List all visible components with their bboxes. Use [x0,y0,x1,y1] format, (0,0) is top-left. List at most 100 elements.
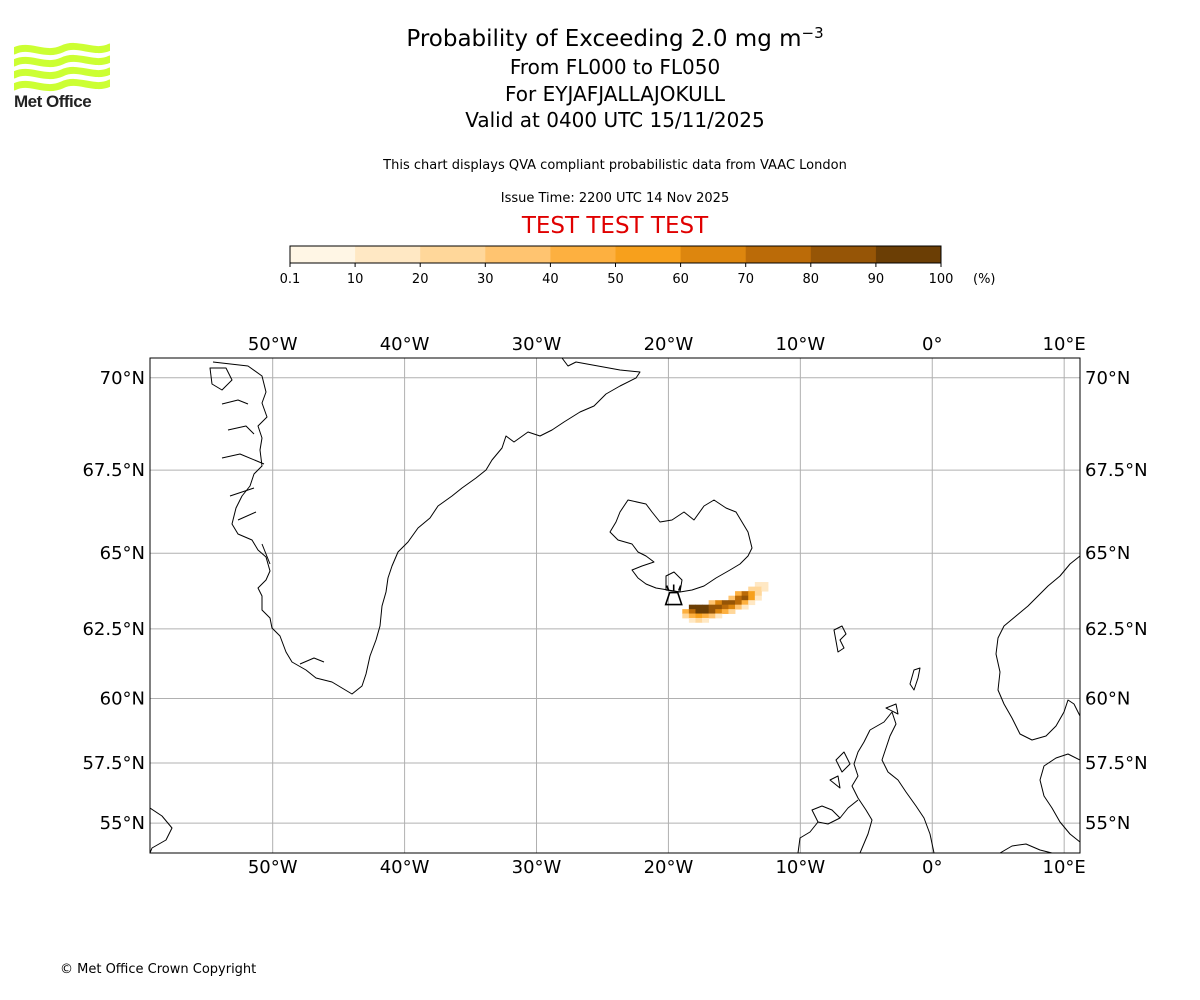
colorbar-swatch [290,246,356,263]
coastline-greenland-island [209,367,233,391]
longitude-label: 30°W [512,334,562,355]
ash-probability-cell [735,600,743,606]
colorbar-swatch [875,246,942,263]
ash-probability-cell [702,613,710,619]
colorbar-tick-label: 30 [477,272,494,287]
colorbar-tick-label: 40 [542,272,559,287]
coastline-greenland [212,358,641,695]
latitude-label: 60°N [1085,688,1130,709]
ash-probability-cell [721,604,729,610]
ash-probability-cell [735,604,743,610]
volcano-symbol [664,584,683,606]
ash-probability-cell [735,591,743,597]
ash-probability-cell [695,613,703,619]
ash-probability-cell [721,609,729,614]
coastline-shetland [909,667,921,691]
test-banner: TEST TEST TEST [521,213,709,239]
volcano-marker-outline [665,571,683,593]
longitude-label: 30°W [512,857,562,878]
ash-probability-cell [748,600,756,606]
copyright: © Met Office Crown Copyright [60,962,257,977]
ash-probability-cell [748,595,756,601]
ash-probability-cell [688,613,696,619]
longitude-label: 0° [922,857,942,878]
colorbar-swatch [745,246,812,263]
coastline-greenland-fjords [221,399,325,665]
latitude-label: 70°N [1085,368,1130,389]
logo-wave [14,54,110,68]
ash-probability-cell [761,586,769,592]
ash-probability-cell [754,582,762,588]
coastline-faroe [833,625,847,653]
volcano-cone [664,591,683,606]
ash-probability-cell [695,617,703,623]
issue-time: Issue Time: 2200 UTC 14 Nov 2025 [500,191,730,206]
ash-probability-cell [735,595,743,601]
ash-probability-cell [754,595,762,601]
ash-probability-cell [741,591,749,597]
valid-time: Valid at 0400 UTC 15/11/2025 [465,108,765,132]
ash-probability-cell [728,609,736,614]
ash-probability-cell [728,595,736,601]
colorbar-unit: (%) [973,272,996,287]
colorbar-tick-label: 50 [607,272,624,287]
ash-probability-cell [748,591,756,597]
ash-probability-cell [761,582,769,588]
ash-probability-cell [741,604,749,610]
longitude-label: 20°W [644,334,694,355]
ash-probability-cell [754,586,762,592]
ash-probability-cell [715,613,723,619]
logo-wave [14,42,110,56]
colorbar-tick-label: 10 [347,272,364,287]
title-exponent: −3 [801,24,824,42]
map-background [150,358,1080,853]
flight-level-range: From FL000 to FL050 [509,55,721,79]
coastline-iceland [609,499,753,593]
ash-probability-cell [721,600,729,606]
latitude-label: 65°N [100,543,145,564]
ash-probability-cell [708,609,716,614]
latitude-label: 55°N [1085,813,1130,834]
longitude-label: 50°W [248,334,298,355]
logo-wave [14,78,110,92]
colorbar-tick-label: 70 [737,272,754,287]
longitude-label: 10°E [1043,334,1086,355]
coastline-scotland [851,711,935,853]
coastline-labrador [150,807,173,853]
colorbar-swatch [615,246,682,263]
ash-probability-cell [715,600,723,606]
coastline-netherlands [999,843,1053,853]
met-office-logo [14,42,110,92]
latitude-label: 60°N [100,688,145,709]
chart-title: Probability of Exceeding 2.0 mg m−3 [406,24,824,53]
ash-probability-cell [708,600,716,606]
longitude-label: 10°W [775,334,825,355]
ash-probability-cell [741,600,749,606]
longitude-label: 40°W [380,857,430,878]
longitude-label: 10°W [775,857,825,878]
volcano-plume [665,584,682,591]
colorbar-swatch [680,246,747,263]
ash-probability-cell [688,617,696,623]
ash-probability-cell [695,609,703,614]
longitude-label: 10°E [1043,857,1086,878]
colorbar-tick-label: 80 [803,272,820,287]
colorbar-swatch [485,246,551,263]
colorbar-swatch [550,246,616,263]
coastline-ireland-north [797,799,859,853]
coastline-hebrides [829,703,899,789]
longitude-label: 20°W [644,857,694,878]
ash-probability-cell [748,586,756,592]
colorbar-tick-label: 60 [672,272,689,287]
colorbar-tick-label: 100 [929,272,954,287]
logo-text: Met Office [14,92,92,111]
ash-probability-cell [695,604,703,610]
qva-note: This chart displays QVA compliant probab… [383,158,847,173]
colorbar-swatch [420,246,486,263]
latitude-label: 57.5°N [1085,753,1148,774]
longitude-label: 40°W [380,334,430,355]
latitude-label: 67.5°N [1085,460,1148,481]
colorbar-tick-label: 0.1 [280,272,301,287]
ash-probability-cell [688,604,696,610]
volcano-name: For EYJAFJALLAJOKULL [505,81,725,106]
